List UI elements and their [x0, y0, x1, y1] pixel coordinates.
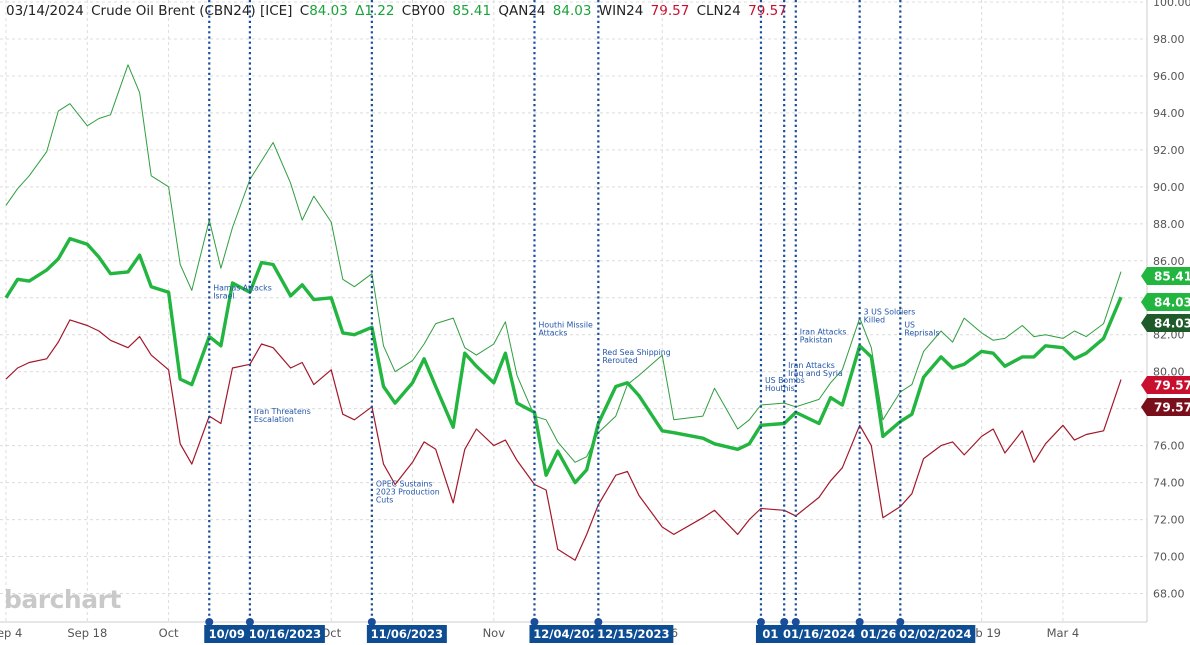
event-date-box: [593, 625, 674, 643]
event-date-label: 12/15/2023: [597, 627, 669, 641]
event-note: Red Sea Shipping: [602, 348, 670, 357]
last-value-tag: [1141, 267, 1190, 285]
event-date-label: 11/06/2023: [371, 627, 443, 641]
event-marker: [205, 618, 214, 626]
event-note: Attacks: [538, 328, 567, 337]
event-note: Houthi Missile: [538, 320, 593, 329]
y-tick-label: 88.00: [1153, 218, 1185, 231]
y-tick-label: 72.00: [1153, 514, 1185, 527]
barchart-logo: barchart: [4, 585, 121, 614]
event-marker: [780, 618, 789, 626]
x-tick-label: Sep 18: [67, 626, 107, 640]
event-date-box: [779, 625, 860, 643]
event-note: 2023 Production: [376, 487, 440, 496]
event-marker: [245, 618, 254, 626]
event-note: Pakistan: [800, 336, 833, 345]
header-win-label: WIN24: [598, 3, 644, 19]
event-note: Reprisals: [904, 328, 939, 337]
last-value-tag: [1141, 314, 1190, 332]
series-line-red: [5, 319, 1122, 561]
event-date-label: 12/04/2023: [533, 627, 605, 641]
y-tick-label: 70.00: [1153, 551, 1185, 564]
last-value-label: 79.57: [1154, 401, 1190, 415]
header-cln-label: CLN24: [696, 3, 741, 19]
event-note: Cuts: [376, 495, 394, 504]
header-cby-value: 85.41: [452, 3, 492, 19]
event-note: Iraq and Syria: [788, 369, 843, 378]
last-value-label: 84.03: [1154, 317, 1190, 331]
event-date-box: [366, 625, 447, 643]
event-date-label: 01/26/: [860, 627, 901, 641]
header-qan-value: 84.03: [552, 3, 592, 19]
event-date-label: 10/09: [209, 627, 245, 641]
event-note: Iran Attacks: [788, 361, 835, 370]
series-line-thick-green: [4, 236, 1123, 485]
event-marker: [594, 618, 603, 626]
event-marker: [756, 618, 765, 626]
header-instrument-name: Crude Oil Brent (CBN24) [ICE]: [91, 3, 293, 19]
y-tick-label: 86.00: [1153, 255, 1185, 268]
event-date-box: [895, 625, 976, 643]
event-note: Iran Threatens: [254, 407, 311, 416]
event-note: 3 US Soldiers: [864, 307, 916, 316]
event-date-box: [529, 625, 610, 643]
y-tick-label: 96.00: [1153, 70, 1185, 83]
event-date-box: [854, 625, 907, 643]
last-value-tag: [1141, 293, 1190, 311]
event-date-box: [244, 625, 325, 643]
header-close: C84.03: [299, 3, 348, 19]
header-win-value: 79.57: [650, 3, 690, 19]
event-note: OPEC Sustains: [376, 479, 433, 488]
event-note: Israel: [213, 291, 234, 300]
header-date: 03/14/2024: [6, 3, 84, 19]
last-value-label: 84.03: [1154, 296, 1190, 310]
y-tick-label: 74.00: [1153, 477, 1185, 490]
event-note: Houthis: [765, 384, 795, 393]
last-value-tag: [1141, 376, 1190, 394]
event-marker: [791, 618, 800, 626]
y-tick-label: 94.00: [1153, 107, 1185, 120]
event-date-label: 02/02/2024: [899, 627, 971, 641]
event-note: Iran Attacks: [800, 328, 847, 337]
header-cln-value: 79.57: [748, 3, 787, 19]
x-tick-label: Mar 4: [1047, 626, 1080, 640]
event-marker: [896, 618, 905, 626]
event-marker: [367, 618, 376, 626]
event-note: US: [904, 320, 915, 329]
y-tick-label: 92.00: [1153, 144, 1185, 157]
x-tick-label: Oct: [159, 626, 179, 640]
header-change: Δ1.22: [355, 3, 395, 19]
x-tick-label: Sep 4: [0, 626, 22, 640]
event-note: Escalation: [254, 415, 294, 424]
last-value-tag: [1141, 398, 1190, 416]
y-tick-label: 98.00: [1153, 33, 1185, 46]
event-marker: [855, 618, 864, 626]
event-note: Killed: [864, 315, 885, 324]
y-tick-label: 90.00: [1153, 181, 1185, 194]
series-line-thin-green: [5, 64, 1122, 463]
y-tick-label: 100.00: [1153, 0, 1190, 9]
last-value-label: 79.57: [1154, 379, 1190, 393]
event-date-label: 01/16/2024: [783, 627, 855, 641]
header-close-value: 84.03: [309, 3, 348, 19]
event-note: Hamas Attacks: [213, 283, 272, 292]
event-marker: [530, 618, 539, 626]
y-tick-label: 80.00: [1153, 366, 1185, 379]
y-tick-label: 76.00: [1153, 440, 1185, 453]
event-date-box: [204, 625, 250, 643]
event-note: Rerouted: [602, 356, 637, 365]
y-tick-label: 68.00: [1153, 588, 1185, 601]
last-value-label: 85.41: [1154, 270, 1190, 284]
x-tick-label: Nov: [483, 626, 506, 640]
x-tick-label: Oct: [321, 626, 341, 640]
event-date-label: 10/16/2023: [249, 627, 321, 641]
